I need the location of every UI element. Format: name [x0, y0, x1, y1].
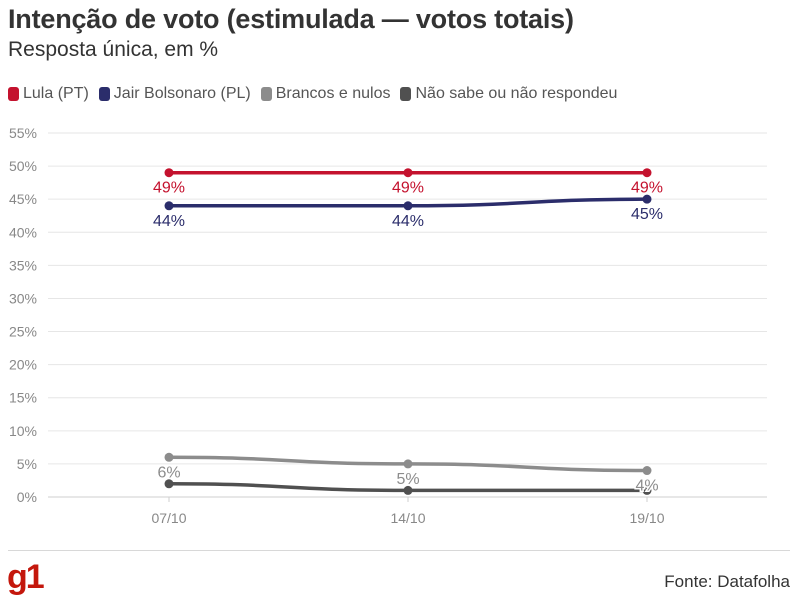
legend-item-brancos[interactable]: Brancos e nulos [260, 85, 391, 103]
y-tick-label: 40% [9, 224, 37, 240]
footer-divider [8, 550, 790, 551]
legend: Lula (PT) Jair Bolsonaro (PL) Brancos e … [8, 85, 617, 103]
g1-logo: g1 [7, 558, 45, 596]
legend-label-brancos: Brancos e nulos [275, 85, 391, 102]
legend-swatch-brancos [260, 87, 272, 101]
data-label: 5% [396, 471, 419, 488]
data-point [164, 168, 174, 178]
data-label: 49% [631, 180, 663, 197]
y-tick-label: 55% [9, 125, 37, 141]
x-tick-label: 19/10 [629, 510, 664, 526]
data-label: 6% [157, 464, 180, 481]
data-label: 49% [392, 180, 424, 197]
legend-item-nao-sabe[interactable]: Não sabe ou não respondeu [400, 85, 617, 103]
data-point [403, 459, 413, 469]
data-label: 44% [153, 213, 185, 230]
data-point [164, 452, 174, 462]
chart-subtitle: Resposta única, em % [8, 38, 219, 61]
legend-swatch-lula [8, 87, 19, 101]
data-point [403, 485, 413, 495]
y-tick-label: 50% [9, 158, 37, 174]
data-point [403, 201, 413, 211]
legend-label-bolsonaro: Jair Bolsonaro (PL) [113, 85, 251, 102]
data-point [642, 485, 652, 495]
y-tick-label: 0% [17, 489, 37, 505]
y-tick-label: 15% [9, 390, 37, 406]
y-tick-label: 25% [9, 324, 37, 340]
data-label: 44% [392, 213, 424, 230]
data-point [403, 168, 413, 178]
data-point [642, 168, 652, 178]
y-tick-label: 5% [17, 456, 37, 472]
x-tick-label: 07/10 [151, 510, 186, 526]
y-tick-label: 45% [9, 191, 37, 207]
data-point [642, 466, 652, 476]
y-tick-label: 10% [9, 423, 37, 439]
legend-label-nao-sabe: Não sabe ou não respondeu [415, 85, 618, 102]
data-label: 49% [153, 180, 185, 197]
y-tick-label: 35% [9, 257, 37, 273]
data-label: 4% [635, 478, 658, 495]
y-tick-label: 30% [9, 290, 37, 306]
legend-item-lula[interactable]: Lula (PT) [8, 85, 89, 103]
data-point [164, 479, 174, 489]
legend-swatch-bolsonaro [98, 87, 110, 101]
data-point [164, 201, 174, 211]
legend-item-bolsonaro[interactable]: Jair Bolsonaro (PL) [98, 85, 251, 103]
data-point [642, 194, 652, 204]
legend-label-lula: Lula (PT) [23, 85, 89, 102]
x-tick-label: 14/10 [390, 510, 425, 526]
y-tick-label: 20% [9, 357, 37, 373]
chart-title: Intenção de voto (estimulada — votos tot… [8, 4, 574, 34]
source-note: Fonte: Datafolha [664, 572, 790, 591]
data-label: 45% [631, 206, 663, 223]
legend-swatch-nao-sabe [400, 87, 412, 101]
